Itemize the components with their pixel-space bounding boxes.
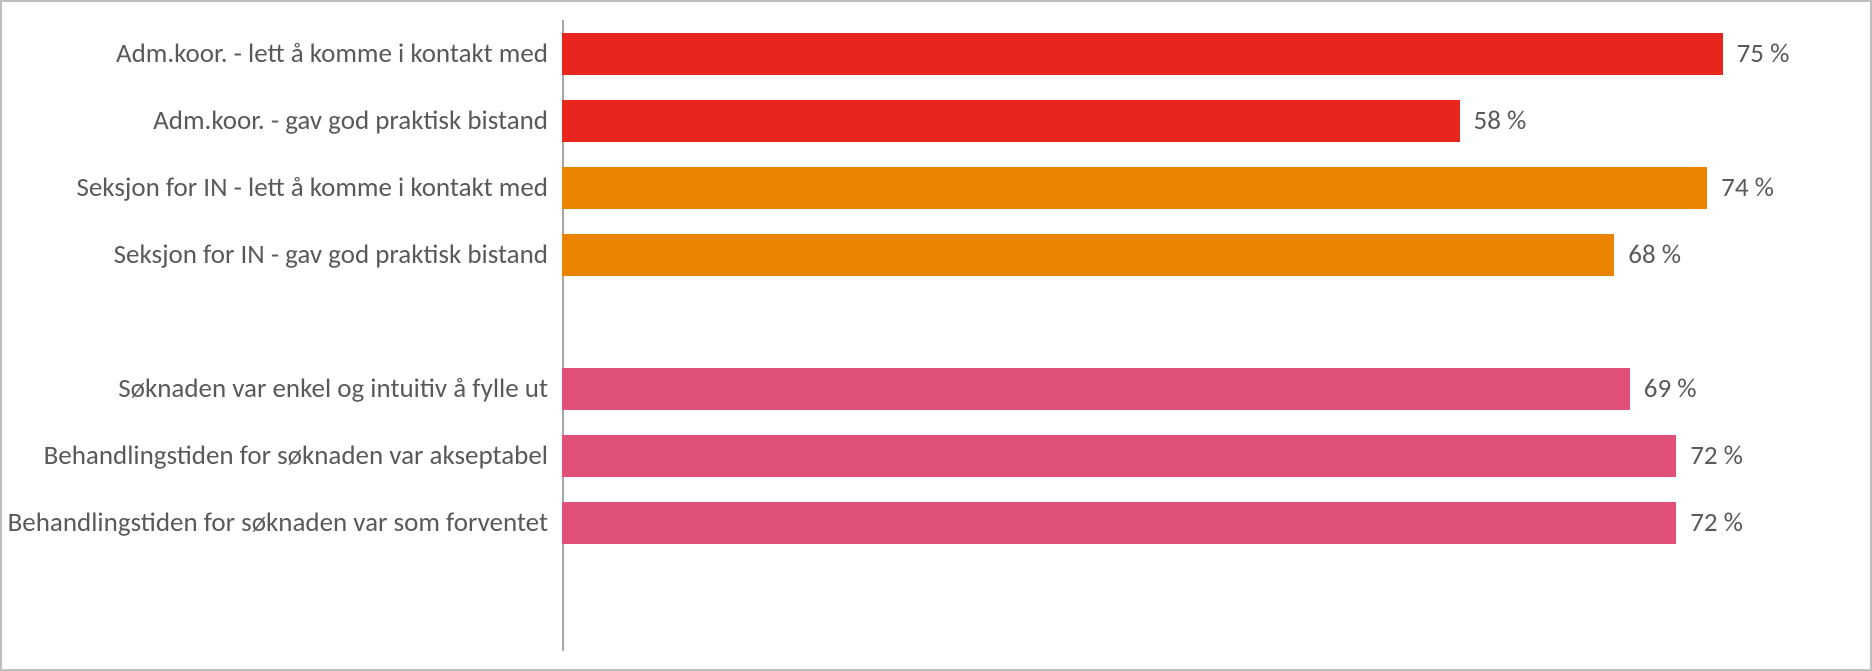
bar-plot-area: 72 % — [562, 489, 1800, 556]
bar-plot-area: 58 % — [562, 87, 1800, 154]
value-label: 68 % — [1628, 238, 1681, 271]
bar-row: Seksjon for IN - lett å komme i kontakt … — [2, 154, 1800, 221]
value-label: 58 % — [1474, 104, 1527, 137]
bar — [562, 502, 1676, 544]
horizontal-bar-chart: Adm.koor. - lett å komme i kontakt med 75… — [0, 0, 1872, 671]
bar — [562, 435, 1676, 477]
bar-row: Behandlingstiden for søknaden var som fo… — [2, 489, 1800, 556]
category-label: Behandlingstiden for søknaden var aksept… — [2, 439, 562, 472]
value-label: 74 % — [1721, 171, 1774, 204]
bar — [562, 368, 1630, 410]
value-label: 72 % — [1690, 439, 1743, 472]
bar-row: Seksjon for IN - gav god praktisk bistan… — [2, 221, 1800, 288]
value-label: 69 % — [1644, 372, 1697, 405]
bar-row: Behandlingstiden for søknaden var aksept… — [2, 422, 1800, 489]
bar — [562, 33, 1723, 75]
bar — [562, 167, 1707, 209]
bar — [562, 234, 1614, 276]
bar-row: Søknaden var enkel og intuitiv å fylle u… — [2, 355, 1800, 422]
bar-plot-area: 75 % — [562, 20, 1800, 87]
category-label: Adm.koor. - gav god praktisk bistand — [2, 104, 562, 137]
group-gap — [2, 288, 1800, 355]
category-label: Søknaden var enkel og intuitiv å fylle u… — [2, 372, 562, 405]
value-label: 75 % — [1737, 37, 1790, 70]
category-label: Behandlingstiden for søknaden var som fo… — [2, 506, 562, 539]
bar-plot-area: 74 % — [562, 154, 1800, 221]
bar-plot-area: 72 % — [562, 422, 1800, 489]
value-label: 72 % — [1690, 506, 1743, 539]
category-label: Seksjon for IN - gav god praktisk bistan… — [2, 238, 562, 271]
bar-row: Adm.koor. - gav god praktisk bistand 58 % — [2, 87, 1800, 154]
bar-row: Adm.koor. - lett å komme i kontakt med 75… — [2, 20, 1800, 87]
bar-plot-area: 68 % — [562, 221, 1800, 288]
bar — [562, 100, 1460, 142]
category-label: Seksjon for IN - lett å komme i kontakt … — [2, 171, 562, 204]
bar-plot-area: 69 % — [562, 355, 1800, 422]
category-label: Adm.koor. - lett å komme i kontakt med — [2, 37, 562, 70]
